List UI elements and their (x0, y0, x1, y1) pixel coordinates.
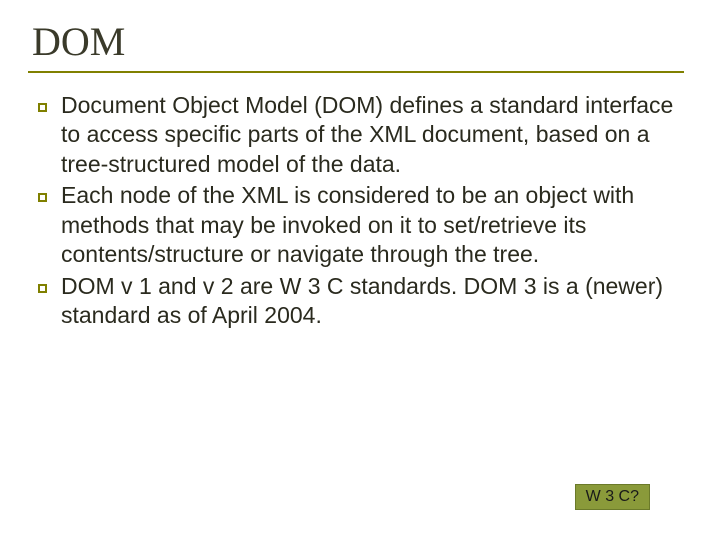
title-underline (28, 71, 684, 73)
square-bullet-icon (38, 284, 47, 293)
page-title: DOM (32, 18, 684, 65)
bullet-text: Each node of the XML is considered to be… (61, 181, 680, 269)
body-content: Document Object Model (DOM) defines a st… (28, 91, 684, 331)
list-item: Each node of the XML is considered to be… (38, 181, 680, 269)
list-item: DOM v 1 and v 2 are W 3 C standards. DOM… (38, 272, 680, 331)
bullet-text: Document Object Model (DOM) defines a st… (61, 91, 680, 179)
list-item: Document Object Model (DOM) defines a st… (38, 91, 680, 179)
square-bullet-icon (38, 193, 47, 202)
w3c-badge[interactable]: W 3 C? (575, 484, 650, 510)
slide-container: DOM Document Object Model (DOM) defines … (0, 0, 720, 540)
bullet-text: DOM v 1 and v 2 are W 3 C standards. DOM… (61, 272, 680, 331)
square-bullet-icon (38, 103, 47, 112)
